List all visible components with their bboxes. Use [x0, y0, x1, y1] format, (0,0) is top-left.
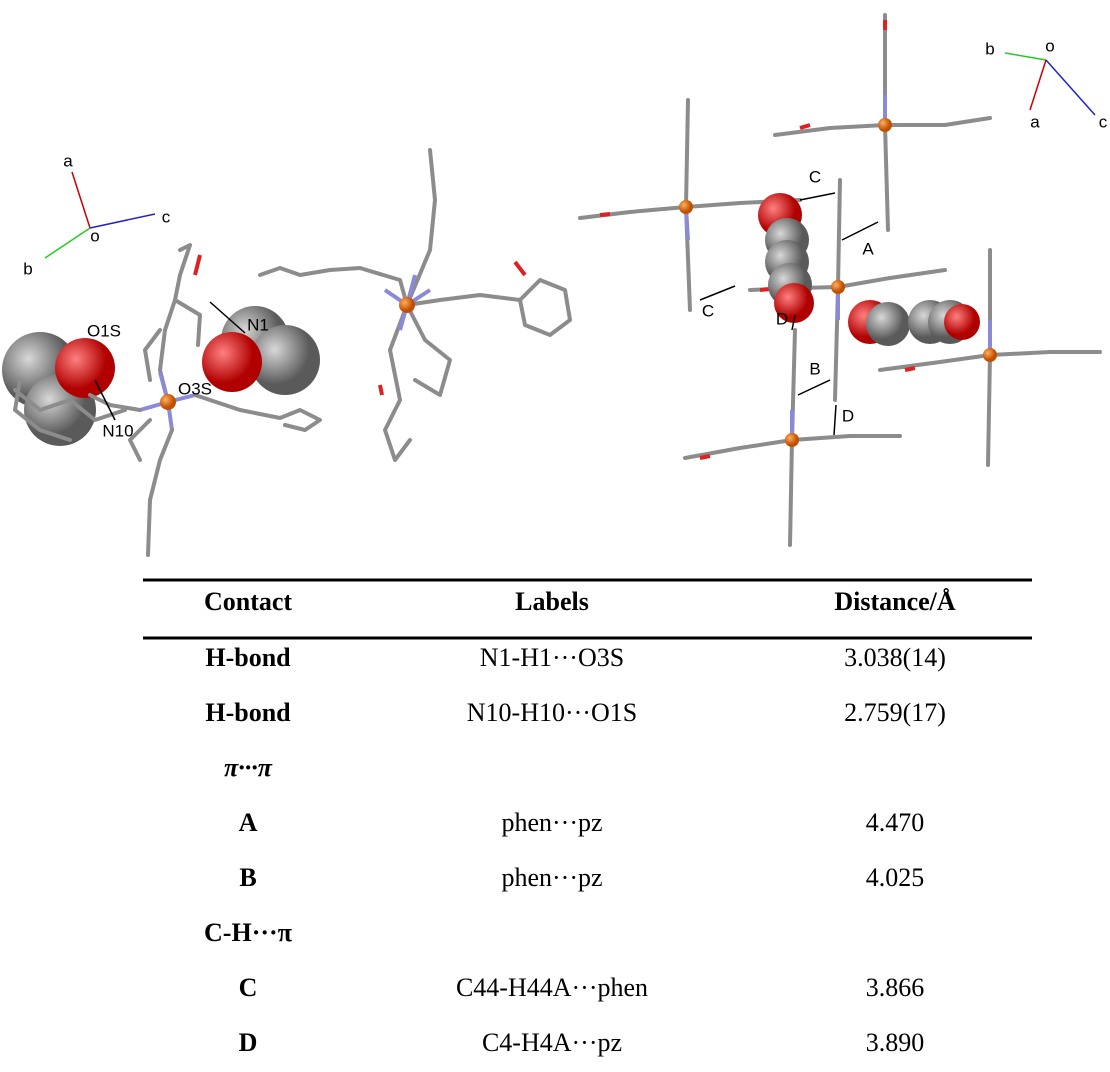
table-cell: 4.470 — [866, 808, 925, 837]
table-cell: phen···pz — [501, 808, 602, 837]
contact-label: C — [702, 301, 714, 320]
axis-label: o — [1045, 36, 1054, 55]
table-cell: A — [239, 808, 258, 837]
table-cell: H-bond — [205, 698, 291, 727]
axis-label: c — [1099, 112, 1108, 131]
table-cell: phen···pz — [501, 863, 602, 892]
left-molecule: O1S N1 O3S N10 — [2, 245, 320, 555]
table: Contact Labels Distance/Å H-bond N1-H1···O3S… — [204, 587, 956, 1057]
table-header: Contact — [204, 587, 292, 616]
table-cell: C44-H44A···phen — [456, 973, 648, 1002]
axis-label: b — [23, 259, 32, 278]
atom-label: N10 — [102, 421, 133, 440]
section-label: π···π — [224, 753, 273, 782]
table-cell: 3.890 — [866, 1028, 925, 1057]
axis-label: o — [90, 226, 99, 245]
section-label: C-H···π — [204, 918, 292, 947]
table-cell: 4.025 — [866, 863, 925, 892]
right-packing: C A C D B D — [580, 15, 1100, 545]
contact-label: A — [862, 239, 874, 258]
right-axes: b o a c — [985, 36, 1107, 131]
page: a b c o O1S N1 O3S N10 — [0, 0, 1110, 1072]
table-cell: 3.866 — [866, 973, 925, 1002]
atom-label: O1S — [87, 321, 121, 340]
table-cell: C4-H4A···pz — [482, 1028, 622, 1057]
table-cell: 2.759(17) — [844, 698, 946, 727]
table-cell: N10-H10···O1S — [467, 698, 637, 727]
contact-label: B — [809, 359, 820, 378]
figure: a b c o O1S N1 O3S N10 — [0, 0, 1110, 1072]
atom-label: N1 — [247, 315, 269, 334]
contact-label: C — [809, 167, 821, 186]
contact-label: D — [842, 406, 854, 425]
table-cell: D — [239, 1028, 258, 1057]
table-cell: C — [239, 973, 258, 1002]
axis-label: a — [1030, 112, 1040, 131]
left-axes: a b c o — [23, 151, 170, 278]
contact-label: D — [776, 309, 788, 328]
axis-label: b — [985, 39, 994, 58]
table-header: Labels — [515, 587, 589, 616]
axis-label: c — [162, 207, 171, 226]
table-cell: 3.038(14) — [844, 643, 946, 672]
table-cell: B — [239, 863, 256, 892]
axis-label: a — [63, 151, 73, 170]
atom-label: O3S — [178, 379, 212, 398]
table-cell: N1-H1···O3S — [480, 643, 624, 672]
table-header: Distance/Å — [834, 587, 956, 616]
table-cell: H-bond — [205, 643, 291, 672]
